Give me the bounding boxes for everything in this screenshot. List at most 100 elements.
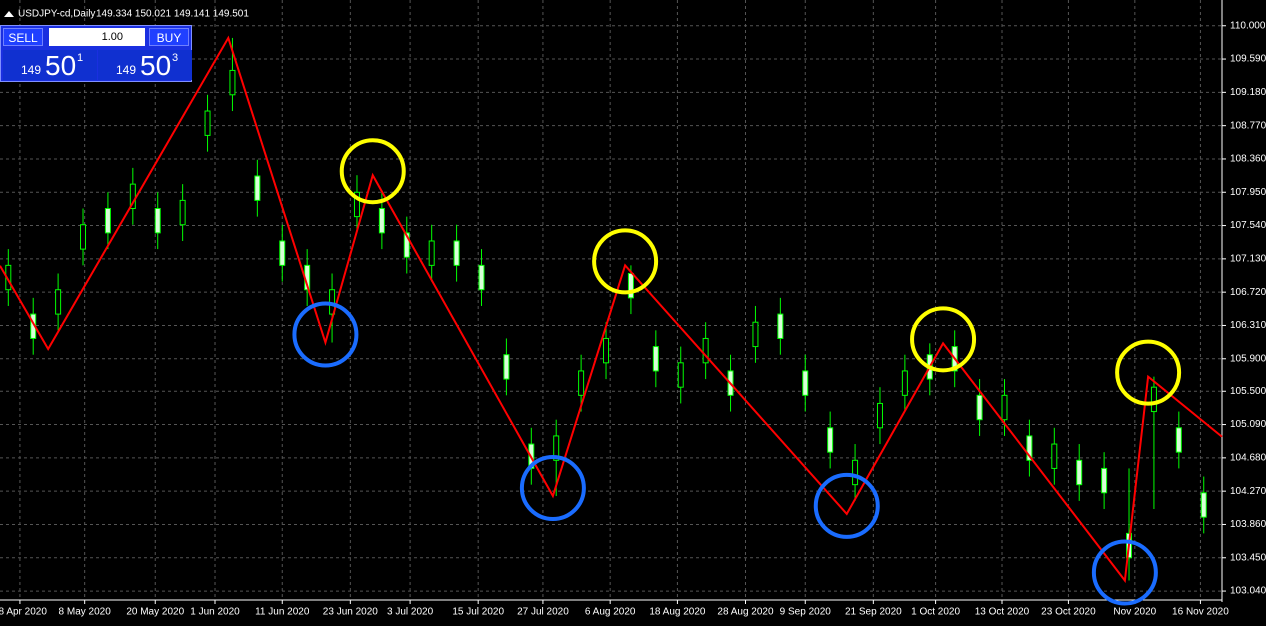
sell-button[interactable]: SELL [3,28,43,46]
candle-body [403,232,410,258]
x-tick-label: 8 May 2020 [59,607,112,618]
price-pips: 50 [45,50,77,81]
x-tick-label: 16 Nov 2020 [1172,607,1229,618]
candle-body [104,208,111,234]
y-tick-label: 109.590 [1230,54,1266,65]
candle-body [254,175,261,201]
x-tick-label: 15 Jul 2020 [452,607,504,618]
y-tick-label: 105.500 [1230,386,1266,397]
candle-body [453,240,460,266]
candle-body [279,240,286,266]
y-tick-label: 105.900 [1230,353,1266,364]
peak-circle [910,306,977,373]
candle-body [578,370,585,396]
y-tick-label: 106.310 [1230,320,1266,331]
candle-body [1101,467,1108,494]
peak-circle [592,228,659,295]
trough-circle [813,472,880,539]
y-tick-label: 103.040 [1230,586,1266,597]
candle-body [677,362,684,388]
candle-body [129,183,136,210]
candle-body [827,427,834,453]
y-tick-label: 108.360 [1230,154,1266,165]
candle-body [1150,386,1157,413]
candle-body [378,208,385,234]
x-tick-label: 9 Sep 2020 [780,607,832,618]
x-tick-label: 13 Oct 2020 [975,607,1030,618]
y-tick-label: 107.950 [1230,187,1266,198]
candle-body [55,289,62,315]
candle-body [1051,443,1058,469]
y-tick-label: 108.770 [1230,120,1266,131]
y-tick-label: 107.130 [1230,254,1266,265]
price-fraction: 3 [172,52,179,64]
x-tick-label: 11 Jun 2020 [255,607,310,618]
x-tick-label: 18 Aug 2020 [649,607,706,618]
candle-body [478,264,485,291]
candle-body [627,272,634,299]
candle-body [503,354,510,380]
candle-body [1001,394,1008,421]
candle-body [229,69,236,96]
volume-input[interactable]: 1.00 [49,28,145,46]
y-tick-label: 107.540 [1230,220,1266,231]
symbol: USDJPY-cd,Daily [18,9,95,20]
y-tick-label: 103.450 [1230,552,1266,563]
sell-price[interactable]: 149 50 1 [3,50,97,81]
trade-panel: SELL 1.00 BUY 149 50 1 149 50 3 [0,25,192,82]
buy-button[interactable]: BUY [149,28,189,46]
candle-body [777,313,784,339]
x-tick-label: 23 Oct 2020 [1041,607,1096,618]
candle-body [428,240,435,266]
candle-body [876,402,883,429]
candle-body [976,394,983,421]
y-tick-label: 106.720 [1230,287,1266,298]
trough-circle [519,455,586,522]
price-pips: 50 [140,50,172,81]
candle-body [901,370,908,396]
candle-body [852,459,859,486]
x-tick-label: 1 Oct 2020 [911,607,960,618]
x-tick-label: 3 Jul 2020 [387,607,434,618]
zigzag-line [0,35,1223,584]
quote: 149.334 150.021 149.141 149.501 [96,9,249,20]
x-tick-label: 23 Jun 2020 [323,607,378,618]
candle-body [204,110,211,136]
candle-body [154,208,161,234]
peak-circle [1115,339,1182,406]
candle-body [553,435,560,461]
price-big: 149 [21,63,42,77]
candle-body [1175,427,1182,453]
x-tick-label: 21 Sep 2020 [845,607,902,618]
x-tick-label: 27 Jul 2020 [517,607,569,618]
y-tick-label: 104.270 [1230,486,1266,497]
x-tick-label: 6 Aug 2020 [585,607,636,618]
candle-body [802,370,809,396]
x-tick-label: 1 Jun 2020 [190,607,240,618]
candle-body [752,321,759,348]
candle-body [603,337,610,364]
candle-body [353,191,360,218]
buy-price[interactable]: 149 50 3 [98,50,192,81]
y-tick-label: 103.860 [1230,519,1266,530]
candle-body [1026,435,1033,461]
peak-circle [339,138,406,205]
y-tick-label: 104.680 [1230,452,1266,463]
x-tick-label: 28 Aug 2020 [717,607,774,618]
symbol-arrow [4,11,14,17]
price-big: 149 [116,63,137,77]
candle-body [1076,459,1083,486]
trough-circle [1091,539,1158,606]
candle-body [652,346,659,372]
candle-body [80,224,87,250]
candle-body [702,337,709,364]
trough-circle [292,301,359,368]
price-fraction: 1 [77,52,84,64]
x-tick-label: 20 May 2020 [126,607,184,618]
candle-body [179,199,186,226]
y-tick-label: 109.180 [1230,87,1266,98]
y-tick-label: 110.000 [1230,20,1266,31]
